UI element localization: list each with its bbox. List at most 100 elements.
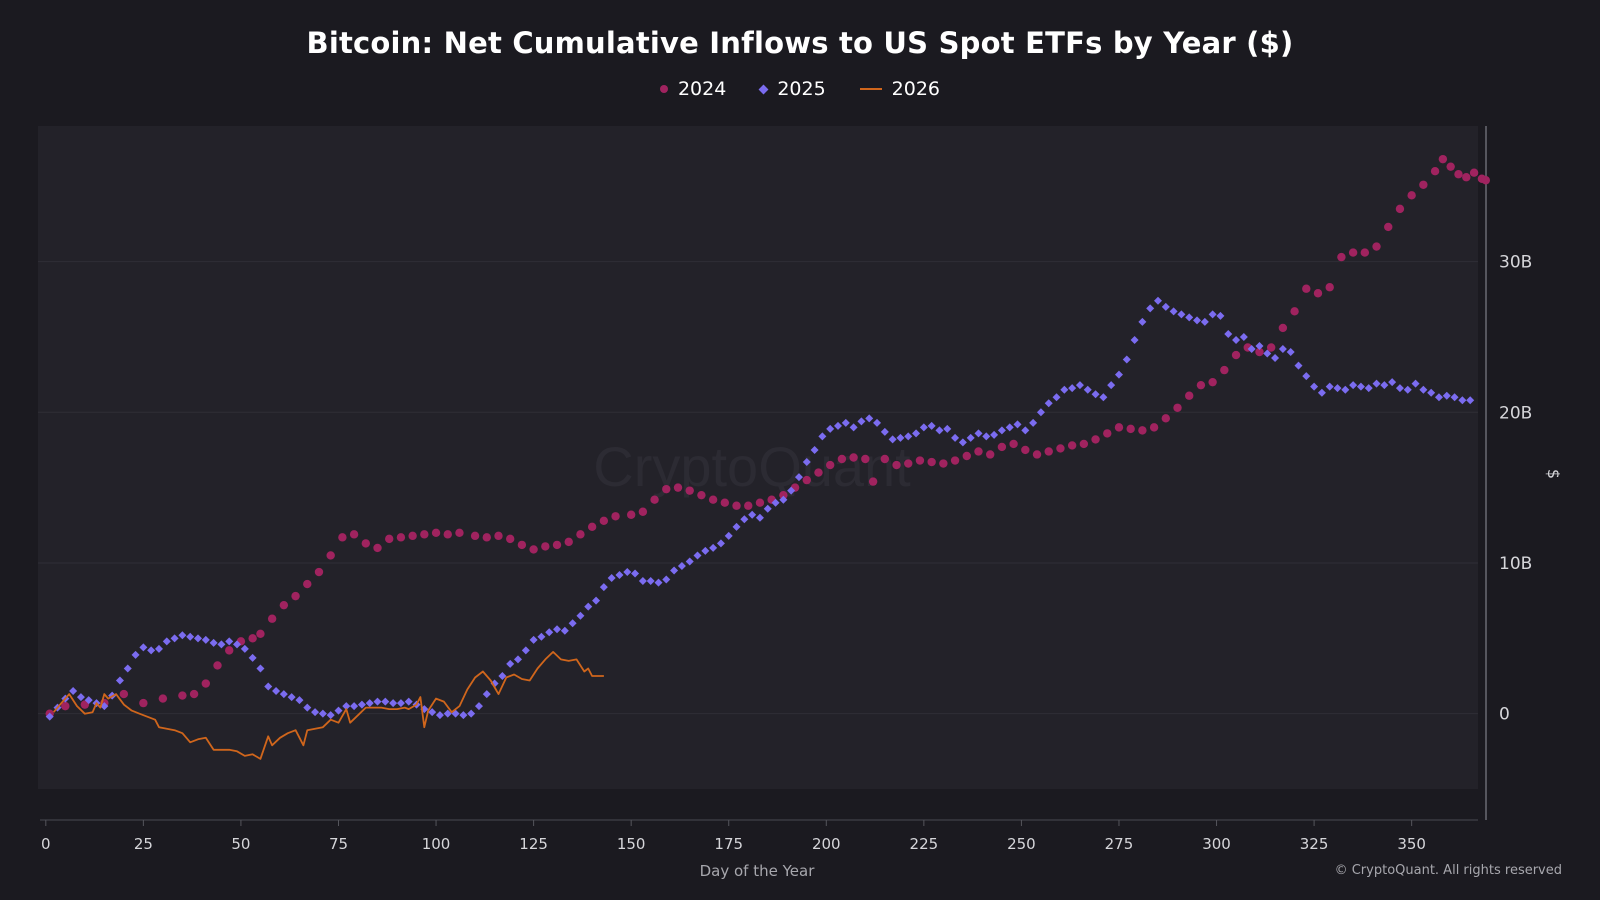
point-2025 [997, 426, 1006, 435]
point-2025 [1466, 396, 1475, 405]
legend-item-2024[interactable]: 2024 [659, 78, 727, 100]
point-2024 [950, 456, 960, 465]
point-2024 [1149, 423, 1159, 432]
x-axis-ticks: 0 25 50 75 100 125 150 175 200 225 250 275 300 325 350 [41, 820, 1426, 853]
point-2024 [825, 460, 835, 470]
point-2025 [1185, 313, 1194, 322]
point-2025 [755, 513, 764, 522]
point-2025 [1146, 304, 1155, 313]
point-2025 [646, 577, 655, 586]
x-tick-label: 125 [519, 835, 548, 853]
point-2025 [576, 611, 585, 620]
point-2025 [365, 699, 374, 708]
point-2024 [1266, 343, 1276, 352]
point-2025 [615, 571, 624, 580]
point-2025 [935, 426, 944, 435]
point-2025 [1208, 310, 1217, 319]
y-tick-label: 10B [1499, 554, 1532, 574]
point-2024 [431, 528, 441, 538]
point-2025 [1099, 393, 1108, 402]
point-2024 [927, 457, 936, 467]
point-2025 [295, 696, 304, 705]
point-2025 [240, 644, 249, 653]
point-2024 [189, 689, 199, 699]
point-2025 [1388, 378, 1397, 387]
point-2025 [1434, 393, 1443, 402]
point-2024 [470, 531, 480, 541]
x-tick-label: 0 [41, 835, 51, 853]
point-2025 [1380, 381, 1389, 390]
point-2024 [1430, 167, 1440, 176]
point-2024 [1419, 180, 1428, 189]
point-2025 [1005, 423, 1014, 432]
point-2024 [1185, 391, 1194, 400]
x-tick-label: 100 [422, 835, 451, 853]
point-2025 [1442, 391, 1451, 400]
point-2025 [1239, 332, 1248, 341]
point-2025 [404, 697, 413, 706]
point-2024 [408, 531, 417, 541]
point-2025 [849, 423, 858, 432]
point-2025 [342, 702, 351, 711]
point-2025 [670, 566, 679, 575]
point-2024 [1021, 445, 1030, 455]
point-2024 [1114, 423, 1124, 432]
point-2025 [482, 690, 491, 699]
point-2024 [1208, 377, 1217, 387]
point-2025 [381, 697, 390, 706]
point-2024 [482, 533, 491, 542]
point-2025 [194, 634, 202, 643]
point-2024 [1348, 248, 1358, 257]
point-2025 [1013, 420, 1022, 429]
y-axis-ticks: 0 10B 20B 30B [1499, 253, 1532, 725]
point-2025 [1091, 390, 1100, 399]
point-2025 [857, 417, 866, 426]
y-tick-label: 30B [1499, 253, 1532, 273]
point-2024 [779, 490, 788, 500]
point-2024 [662, 484, 671, 494]
point-2025 [888, 435, 897, 444]
point-2024 [1161, 414, 1171, 423]
legend-item-2026[interactable]: 2026 [859, 78, 940, 100]
point-2025 [873, 418, 882, 427]
point-2025 [474, 702, 483, 711]
point-2024 [962, 451, 971, 461]
point-2025 [428, 708, 437, 717]
point-2025 [1271, 354, 1280, 363]
point-2025 [662, 575, 671, 584]
point-2025 [1075, 381, 1084, 390]
x-tick-label: 75 [329, 835, 348, 853]
legend-label-2024: 2024 [677, 78, 727, 100]
point-2024 [338, 533, 347, 542]
point-2025 [1450, 393, 1459, 402]
point-2024 [1313, 289, 1323, 298]
point-2025 [256, 664, 265, 673]
x-tick-label: 150 [617, 835, 646, 853]
point-2025 [1224, 329, 1233, 338]
point-2025 [1310, 382, 1319, 391]
legend-item-2025[interactable]: 2025 [758, 78, 826, 100]
x-tick-label: 50 [231, 835, 250, 853]
point-2024 [303, 579, 312, 589]
point-2025 [584, 602, 593, 611]
point-2025 [545, 628, 554, 637]
point-2024 [61, 701, 70, 711]
point-2025 [1255, 341, 1264, 350]
point-2025 [506, 659, 515, 668]
point-2025 [818, 432, 827, 441]
point-2024 [1454, 170, 1463, 179]
point-2024 [880, 454, 890, 464]
series-2025 [45, 296, 1475, 721]
x-tick-label: 250 [1007, 835, 1036, 853]
point-2025 [100, 702, 109, 711]
point-2024 [1009, 439, 1018, 449]
point-2024 [1220, 365, 1229, 375]
point-2024 [904, 459, 913, 468]
point-2025 [927, 421, 936, 430]
point-2024 [279, 600, 289, 610]
point-2025 [701, 546, 710, 555]
point-2024 [1372, 242, 1381, 251]
series-2026 [52, 651, 604, 760]
point-2024 [650, 495, 659, 504]
